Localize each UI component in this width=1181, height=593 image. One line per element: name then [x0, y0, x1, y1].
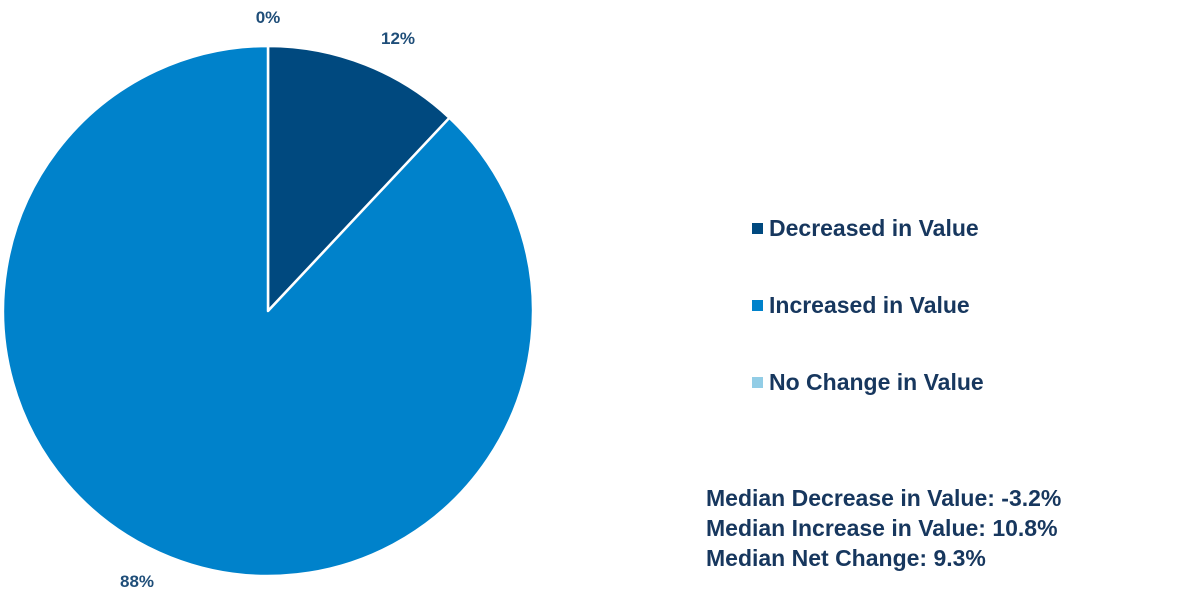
slice-label-decreased-in-value: 12%	[381, 29, 415, 48]
median-decrease-text: Median Decrease in Value: -3.2%	[706, 485, 1062, 511]
slice-label-no-change-in-value: 0%	[256, 8, 281, 27]
pie-chart: 12% 88% 0%	[1, 8, 535, 591]
pie-slice-increased-in-value	[1, 44, 535, 578]
legend-item-no-change: No Change in Value	[752, 362, 984, 402]
median-stats: Median Decrease in Value: -3.2% Median I…	[706, 483, 1061, 573]
median-net-change-text: Median Net Change: 9.3%	[706, 545, 986, 571]
legend-item-decreased: Decreased in Value	[752, 208, 984, 248]
legend-label-decreased: Decreased in Value	[769, 214, 979, 241]
legend-label-no-change: No Change in Value	[769, 368, 984, 395]
legend-swatch-no-change	[752, 376, 763, 388]
median-increase-text: Median Increase in Value: 10.8%	[706, 515, 1058, 541]
legend: Decreased in Value Increased in Value No…	[752, 208, 984, 439]
pie-slice-decreased-in-value	[266, 44, 451, 313]
legend-swatch-increased	[752, 299, 763, 311]
legend-item-increased: Increased in Value	[752, 285, 984, 325]
legend-label-increased: Increased in Value	[769, 291, 970, 318]
slice-label-increased-in-value: 88%	[120, 572, 154, 591]
legend-swatch-decreased	[752, 222, 763, 234]
